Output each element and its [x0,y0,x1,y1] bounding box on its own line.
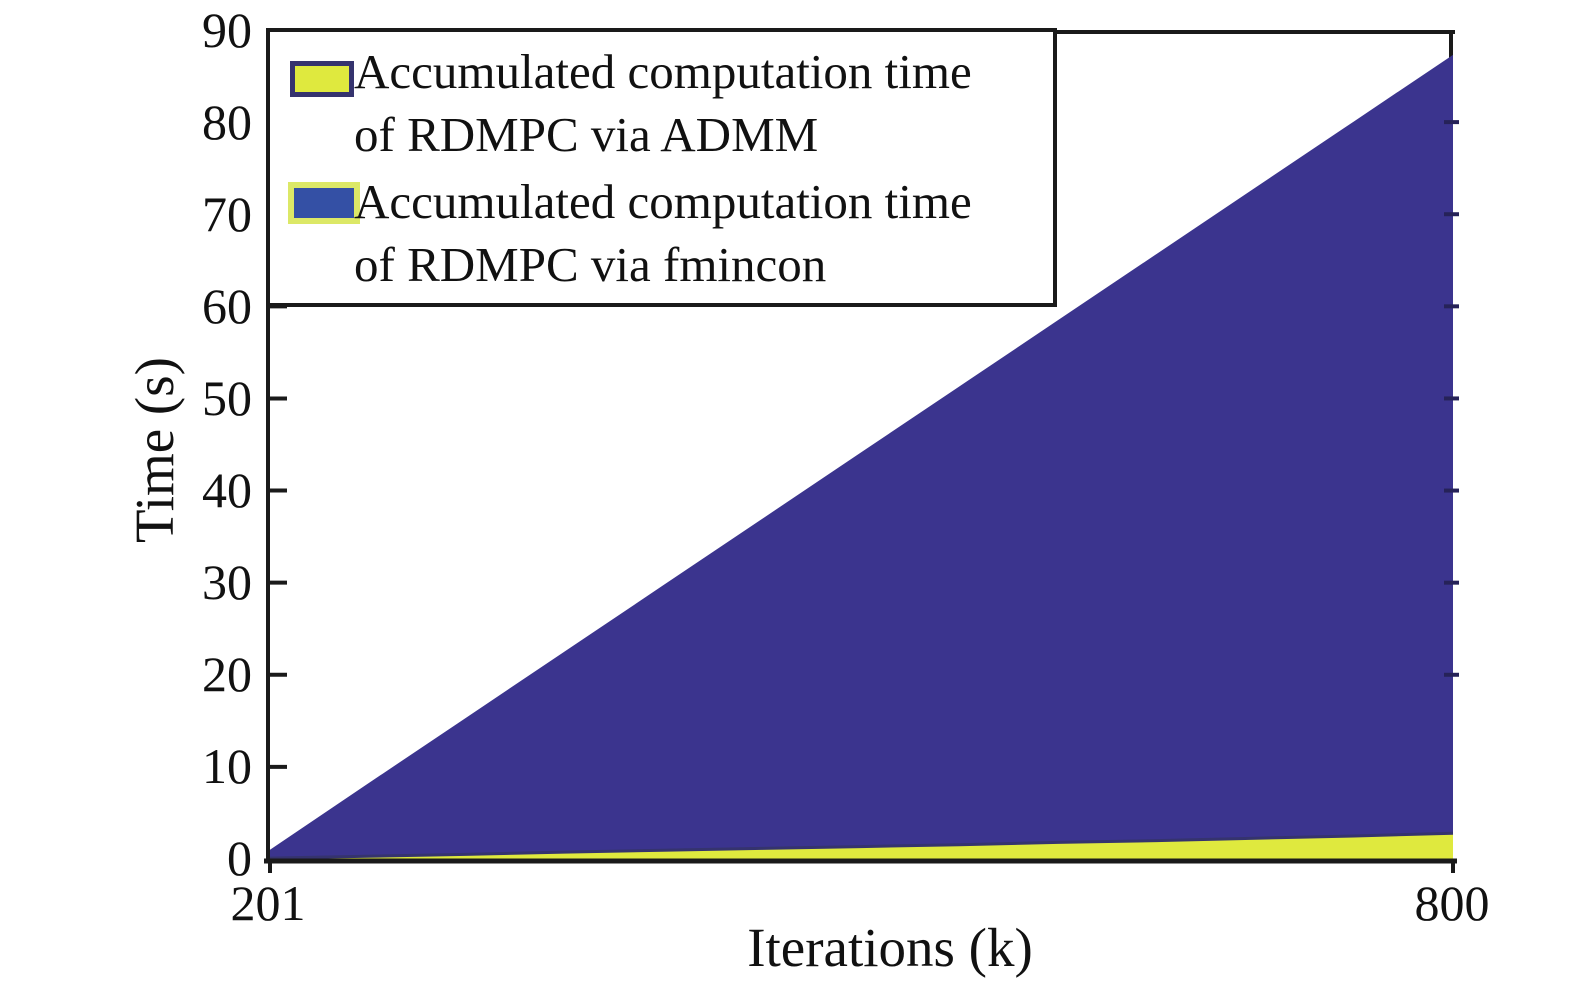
x-axis-label: Iterations (k) [747,917,1033,978]
area-series-1 [270,54,1453,860]
y-tick-label-50: 50 [202,370,252,426]
legend: Accumulated computation time of RDMPC vi… [266,28,1057,307]
legend-swatch-admm-icon [290,61,354,97]
y-tick-label-70: 70 [202,186,252,242]
legend-label-fmincon: Accumulated computation time of RDMPC vi… [354,170,972,296]
y-tick-label-60: 60 [202,278,252,334]
y-axis-label: Time (s) [124,357,185,543]
y-tick-label-0: 0 [227,830,252,886]
legend-label-admm: Accumulated computation time of RDMPC vi… [354,40,972,166]
y-tick-label-40: 40 [202,462,252,518]
legend-swatch-fmincon-icon [288,182,360,224]
legend-label-fmincon-line2: of RDMPC via fmincon [354,237,827,292]
legend-label-admm-line1: Accumulated computation time [354,44,972,99]
x-tick-label-201: 201 [230,875,306,931]
y-tick-label-80: 80 [202,94,252,150]
y-tick-label-30: 30 [202,554,252,610]
legend-label-admm-line2: of RDMPC via ADMM [354,107,819,162]
x-tick-label-800: 800 [1414,875,1490,931]
legend-label-fmincon-line1: Accumulated computation time [354,174,972,229]
area-series-edge-0 [269,831,1454,860]
y-tick-label-10: 10 [202,738,252,794]
y-tick-label-90: 90 [202,2,252,58]
y-tick-label-20: 20 [202,646,252,702]
